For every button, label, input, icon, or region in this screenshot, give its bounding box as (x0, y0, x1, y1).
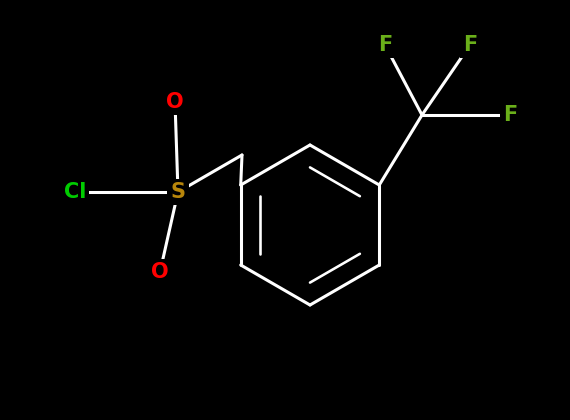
Text: O: O (166, 92, 184, 112)
Text: F: F (463, 35, 477, 55)
Text: F: F (503, 105, 517, 125)
Text: O: O (151, 262, 169, 282)
Text: F: F (378, 35, 392, 55)
Text: Cl: Cl (64, 182, 86, 202)
Text: S: S (170, 182, 185, 202)
